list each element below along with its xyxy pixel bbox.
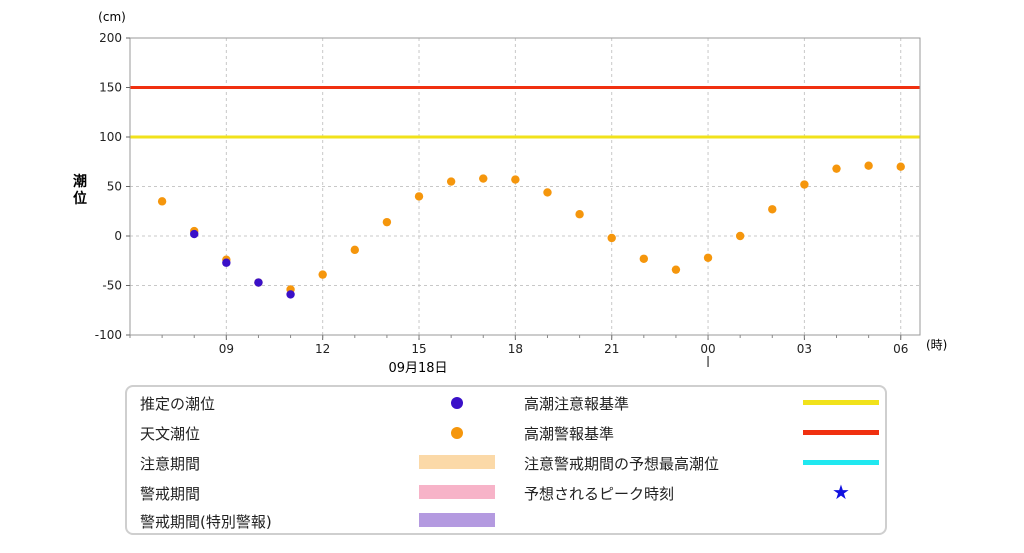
data-point — [446, 177, 456, 186]
axis-layer: -100 -50 0 50 100 150 200 09 12 15 18 21 00 03 06 — [95, 31, 921, 367]
data-point — [543, 188, 552, 197]
legend-marker-storm-surge-advisory — [803, 400, 879, 405]
legend-marker-warning-period — [419, 485, 495, 499]
x-tick-label: 15 — [411, 342, 426, 356]
data-point — [800, 180, 809, 189]
data-point — [511, 175, 520, 184]
legend-label-caution-period: 注意期間 — [140, 455, 201, 473]
y-unit-label: (cm) — [98, 10, 126, 24]
y-tick-label: 150 — [99, 81, 122, 95]
y-tick-label: 50 — [107, 180, 122, 194]
data-point — [350, 245, 359, 255]
y-tick-label: -50 — [102, 279, 122, 293]
legend-label-special-warning-period: 警戒期間(特別警報) — [140, 513, 272, 531]
x-tick-label: 00 — [700, 342, 715, 356]
y-tick-label: 200 — [99, 31, 122, 45]
y-tick-label: 0 — [114, 229, 122, 243]
legend-marker-special-warning-period — [419, 513, 495, 527]
y-axis-label: 潮位 — [73, 173, 87, 207]
data-point — [896, 162, 905, 171]
legend-label-storm-surge-warning: 高潮警報基準 — [524, 425, 615, 443]
data-point — [414, 192, 424, 201]
data-point — [479, 174, 488, 183]
legend-label-warning-period: 警戒期間 — [140, 485, 201, 503]
legend-marker-estimated-tide — [451, 397, 463, 409]
data-point — [254, 278, 263, 287]
data-point — [318, 270, 327, 279]
x-tick-label: 09 — [219, 342, 234, 356]
y-tick-label: 100 — [99, 130, 122, 144]
legend-label-storm-surge-advisory: 高潮注意報基準 — [524, 395, 630, 413]
data-point — [382, 217, 392, 227]
x-unit-label: (時) — [926, 338, 947, 352]
data-point — [832, 164, 841, 173]
legend-marker-peak-time-star-icon: ★ — [832, 480, 850, 504]
data-point — [671, 265, 681, 274]
data-point — [864, 161, 873, 170]
y-tick-label: -100 — [95, 328, 122, 342]
x-tick-label: 18 — [508, 342, 523, 356]
x-tick-label: 21 — [604, 342, 619, 356]
data-point — [286, 290, 295, 299]
legend-marker-astronomical-tide — [451, 427, 463, 439]
tide-chart: -100 -50 0 50 100 150 200 09 12 15 18 21 00 03 06 (cm)… — [73, 10, 947, 376]
legend-marker-predicted-max-tide — [803, 460, 879, 465]
data-point — [222, 258, 231, 267]
data-point — [639, 254, 649, 263]
data-point — [575, 210, 584, 219]
legend: 推定の潮位 天文潮位 注意期間 警戒期間 警戒期間(特別警報) 高潮注意報基準 … — [125, 385, 887, 535]
data-point — [735, 231, 745, 241]
x-tick-label: 06 — [893, 342, 908, 356]
data-point — [190, 229, 199, 239]
x-tick-label: 03 — [797, 342, 812, 356]
legend-marker-storm-surge-warning — [803, 430, 879, 435]
legend-label-astronomical-tide: 天文潮位 — [140, 425, 201, 443]
legend-label-peak-time: 予想されるピーク時刻 — [524, 485, 675, 503]
data-point — [157, 197, 167, 206]
legend-label-predicted-max-tide: 注意警戒期間の予想最高潮位 — [524, 455, 720, 473]
legend-marker-caution-period — [419, 455, 495, 469]
data-point — [703, 253, 713, 262]
data-point — [607, 233, 616, 243]
x-tick-label: 12 — [315, 342, 330, 356]
threshold-layer — [130, 86, 920, 139]
data-point — [768, 205, 777, 214]
points-layer — [157, 161, 905, 299]
legend-label-estimated-tide: 推定の潮位 — [140, 395, 216, 413]
date-label: 09月18日 — [388, 361, 447, 376]
